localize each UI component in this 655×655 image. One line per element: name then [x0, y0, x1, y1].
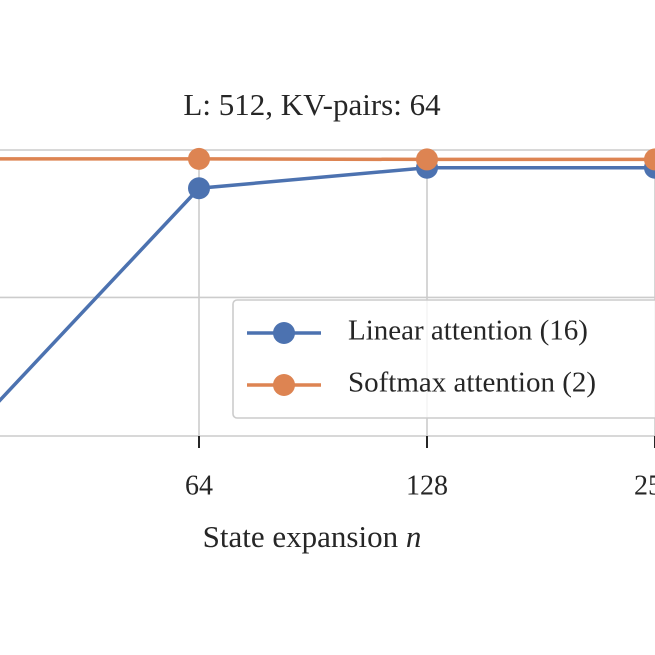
x-tick-label: 64 [185, 470, 213, 501]
series-marker [188, 177, 210, 200]
series-marker [188, 147, 210, 170]
series-line [0, 157, 655, 162]
chart-title: L: 512, KV-pairs: 64 [183, 87, 441, 122]
x-axis-label-text: State expansion [203, 519, 406, 554]
x-axis-label-var: n [406, 519, 422, 554]
series-marker [416, 148, 438, 171]
legend-box [232, 299, 655, 419]
legend-label: Softmax attention (2) [348, 367, 596, 399]
legend-marker [273, 322, 295, 344]
x-axis-label: State expansion n [203, 519, 422, 554]
series-marker [644, 148, 655, 171]
legend-marker [273, 374, 295, 396]
legend-label: Linear attention (16) [348, 315, 588, 347]
x-tick-label: 128 [406, 470, 448, 501]
series-line [0, 165, 655, 403]
x-tick-label: 256 [634, 470, 655, 501]
